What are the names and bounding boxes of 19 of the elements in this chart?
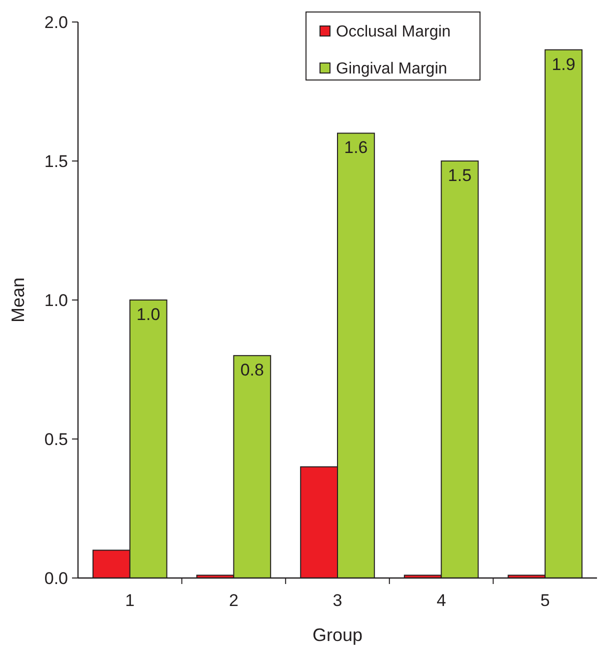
data-label: 0.8 [240,360,264,380]
x-tick-label: 2 [228,591,238,610]
x-tick-label: 1 [125,591,135,610]
legend-label: Gingival Margin [336,60,448,78]
x-axis-title: Group [312,625,363,645]
data-label: 1.0 [136,305,160,324]
y-tick-label: 1.0 [44,290,68,310]
legend-label: Occlusal Margin [336,24,451,41]
y-axis-title: Mean [8,277,28,323]
data-label: 1.6 [344,138,368,158]
data-label: 1.5 [448,166,472,185]
x-tick-label: 3 [332,591,342,610]
x-tick-label: 5 [540,591,550,610]
data-label: 1.9 [552,54,576,74]
y-tick-label: 0.5 [44,430,68,449]
y-tick-label: 1.5 [44,152,68,171]
y-tick-label: 0.0 [44,568,68,588]
x-tick-label: 4 [436,591,446,610]
y-tick-label: 2.0 [44,12,68,32]
